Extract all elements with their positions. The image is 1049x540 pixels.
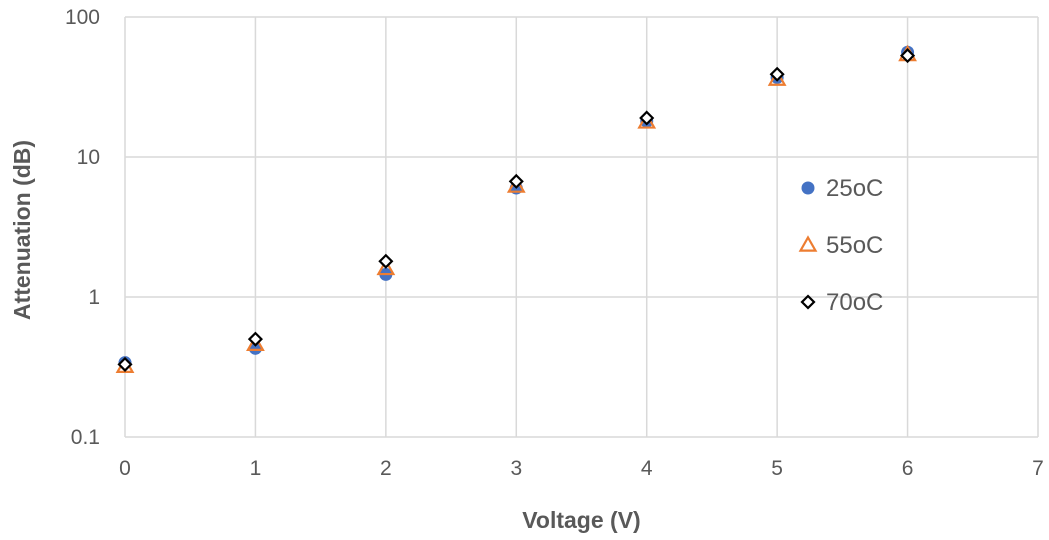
x-tick-label: 2 xyxy=(380,457,392,480)
legend-marker xyxy=(801,181,815,195)
legend-entry: 70oC xyxy=(800,289,883,316)
tick-labels: 0 1 2 3 4 5 6 7 0.1 1 10 100 xyxy=(65,6,1044,480)
legend-label: 55oC xyxy=(826,232,883,259)
x-tick-label: 0 xyxy=(119,457,131,480)
y-tick-label: 100 xyxy=(65,6,100,29)
x-tick-label: 1 xyxy=(250,457,262,480)
data-point xyxy=(767,69,787,86)
x-tick-label: 7 xyxy=(1032,457,1044,480)
x-tick-label: 4 xyxy=(641,457,653,480)
legend-label: 70oC xyxy=(826,289,883,316)
data-point xyxy=(378,253,394,269)
data-point xyxy=(508,173,524,189)
x-axis-title: Voltage (V) xyxy=(522,507,640,533)
grid xyxy=(124,16,1039,438)
data-series xyxy=(115,44,917,374)
y-tick-label: 1 xyxy=(88,286,100,309)
x-tick-label: 5 xyxy=(771,457,783,480)
legend: 25oC 55oC 70oC xyxy=(798,175,883,316)
x-tick-label: 3 xyxy=(510,457,522,480)
data-point xyxy=(246,334,265,351)
data-point xyxy=(769,66,785,82)
data-point xyxy=(900,48,916,64)
legend-label: 25oC xyxy=(826,175,883,202)
x-tick-label: 6 xyxy=(902,457,914,480)
data-point xyxy=(248,341,262,355)
legend-marker xyxy=(800,294,816,310)
legend-marker xyxy=(798,235,818,252)
legend-entry: 55oC xyxy=(798,232,883,259)
data-point xyxy=(117,356,133,372)
data-point xyxy=(639,110,655,126)
legend-entry: 25oC xyxy=(801,175,883,202)
y-axis-title: Attenuation (dB) xyxy=(9,140,35,320)
y-tick-label: 0.1 xyxy=(71,426,100,449)
data-point xyxy=(247,331,263,347)
data-point xyxy=(376,258,396,276)
series-70oC xyxy=(117,48,916,372)
y-tick-label: 10 xyxy=(77,146,100,169)
